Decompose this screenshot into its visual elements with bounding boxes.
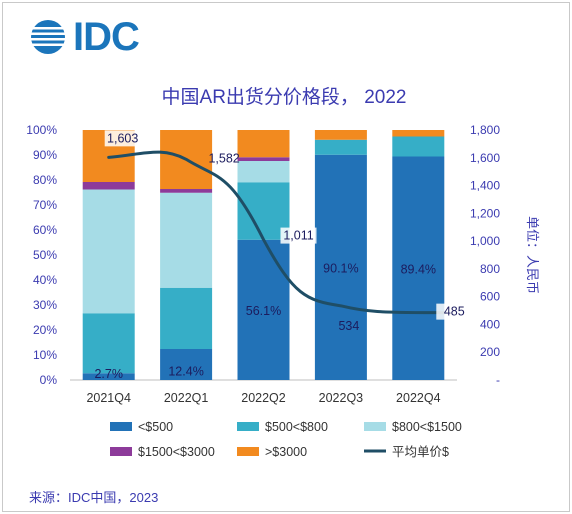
line-data-label: 1,011 [283,229,313,243]
y-tick-label-right: 200 [480,345,500,359]
avg-price-line [107,150,447,315]
legend-label: $1500<$3000 [138,445,215,459]
bar-segment [82,189,135,314]
bar-data-label: 89.4% [401,262,436,276]
y-tick-label-left: 70% [33,198,57,212]
x-tick-label: 2021Q4 [86,391,131,405]
bar-data-label: 56.1% [246,304,281,318]
bar-segment [160,287,213,349]
legend-swatch [110,422,132,431]
chart-title: 中国AR出货分价格段， 2022 [162,86,407,108]
y-tick-label-right: 1,200 [470,206,500,220]
y-tick-label-left: 50% [33,248,57,262]
legend-label: >$3000 [265,445,307,459]
bar-segment [160,189,213,193]
x-tick-label: 2022Q3 [319,391,364,405]
bar-segment [82,313,135,374]
y-tick-label-left: 0% [40,373,58,387]
bar-data-label: 2.7% [94,367,123,381]
bar-segment [392,156,445,380]
legend-label: $800<$1500 [392,420,462,434]
idc-logo: IDC [29,15,140,59]
y-tick-label-right: 400 [480,317,500,331]
globe-icon [31,20,65,54]
legend-swatch [364,422,386,431]
line-data-label: 1,582 [208,151,239,165]
bar-data-label: 12.4% [168,365,203,379]
bar-segment [82,182,135,190]
bar-segment [160,192,213,288]
legend-swatch [237,422,259,431]
legend-label: $500<$800 [265,420,328,434]
bar-data-label: 90.1% [323,261,358,275]
bar-segment [392,130,445,137]
logo-text: IDC [73,15,140,59]
line-data-label: 534 [338,319,359,333]
source-note: 来源：IDC中国，2023 [29,490,159,505]
y-tick-label-right: - [496,373,500,387]
bar-segment [82,373,135,380]
x-tick-label: 2022Q4 [396,391,441,405]
bar-segment [160,349,213,380]
line-label-bg [280,227,317,244]
y-tick-label-right: 600 [480,290,500,304]
y-axis-label-right: 单位：人民币 [525,216,540,294]
bar-segment [237,161,290,183]
line-data-label: 485 [444,305,465,319]
y-tick-label-left: 80% [33,173,57,187]
bar-segment [314,154,367,380]
bar-segment [314,130,367,140]
y-tick-label-left: 20% [33,323,57,337]
line-label-bg [436,303,473,320]
y-tick-label-right: 1,000 [470,234,500,248]
y-tick-label-right: 1,600 [470,151,500,165]
legend-label: <$500 [138,420,173,434]
x-tick-label: 2022Q1 [164,391,209,405]
y-tick-label-right: 1,800 [470,123,500,137]
bar-segment [314,139,367,155]
x-tick-label: 2022Q2 [241,391,286,405]
y-tick-label-right: 1,400 [470,179,500,193]
y-tick-label-left: 40% [33,273,57,287]
legend-swatch [110,447,132,456]
bar-segment [237,130,290,158]
y-tick-label-left: 60% [33,223,57,237]
y-tick-label-left: 100% [26,123,57,137]
legend-swatch [237,447,259,456]
y-tick-label-left: 10% [33,348,57,362]
line-label-bg [104,130,141,147]
bar-segment [237,239,290,380]
bar-segment [237,157,290,161]
legend-label: 平均单价$ [392,445,449,459]
line-data-label: 1,603 [107,131,138,145]
bar-segment [392,136,445,157]
y-tick-label-left: 30% [33,298,57,312]
y-tick-label-right: 800 [480,262,500,276]
y-tick-label-left: 90% [33,148,57,162]
